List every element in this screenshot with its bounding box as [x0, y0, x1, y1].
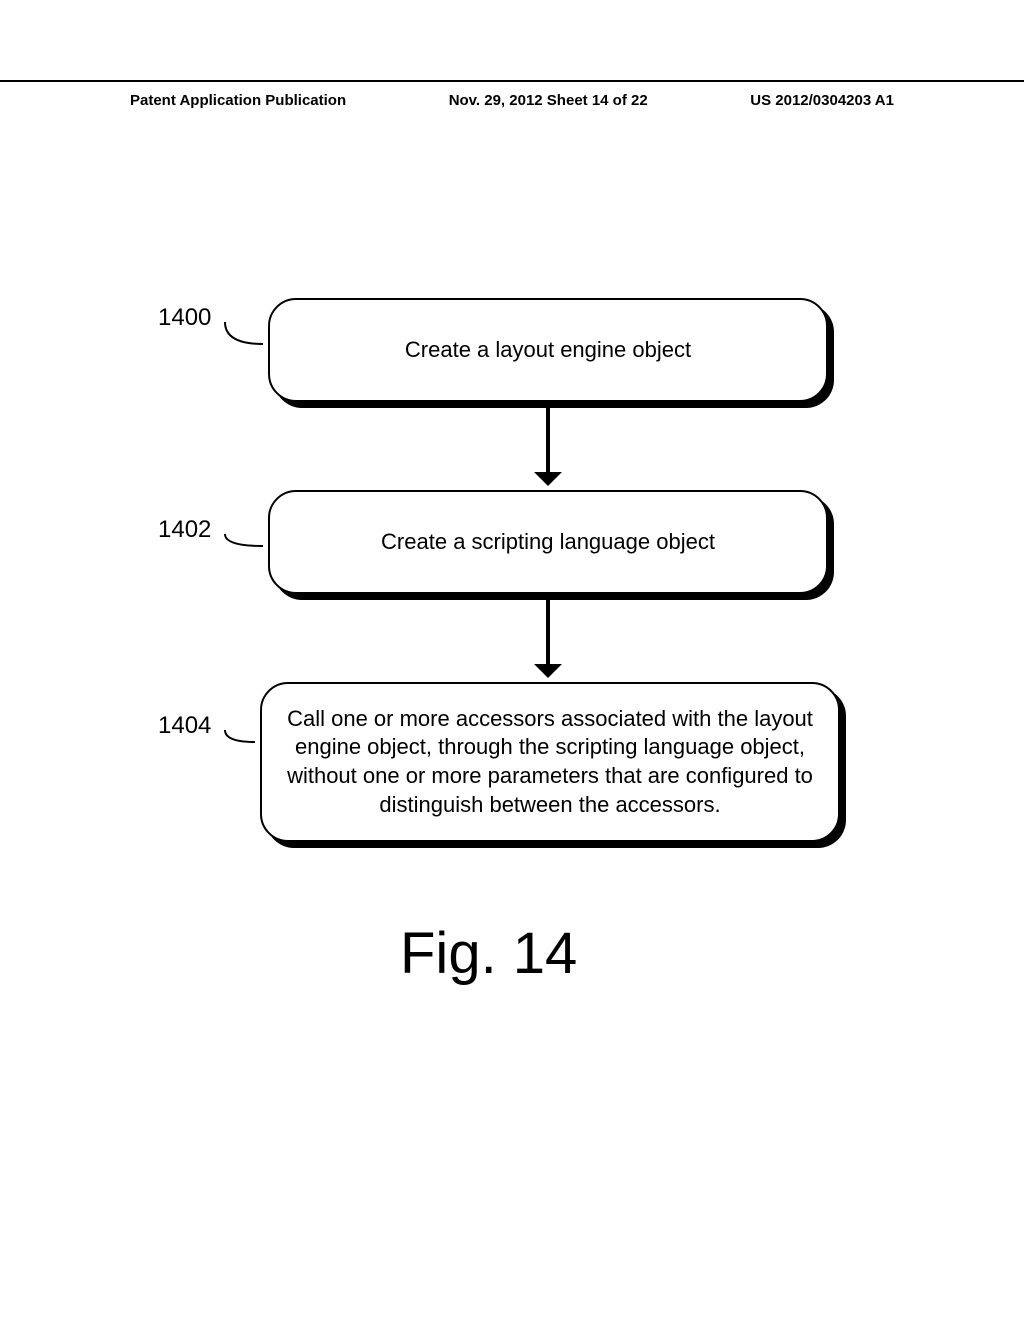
box-1404-text: Call one or more accessors associated wi…	[282, 705, 818, 819]
header-row: Patent Application Publication Nov. 29, …	[0, 92, 1024, 109]
header-right: US 2012/0304203 A1	[750, 92, 894, 109]
figure-caption: Fig. 14	[400, 920, 577, 987]
leader-1404	[221, 726, 259, 746]
label-1404: 1404	[158, 712, 211, 740]
label-1400: 1400	[158, 304, 211, 332]
box-1400: Create a layout engine object	[268, 298, 828, 402]
box-1400-text: Create a layout engine object	[405, 336, 691, 365]
box-1402: Create a scripting language object	[268, 490, 828, 594]
header-rule	[0, 80, 1024, 82]
leader-1400	[221, 318, 267, 348]
label-1402: 1402	[158, 516, 211, 544]
arrow-1402-1404	[532, 594, 564, 694]
leader-1402	[221, 530, 267, 550]
page: Patent Application Publication Nov. 29, …	[0, 0, 1024, 1320]
header-left: Patent Application Publication	[130, 92, 346, 109]
arrow-1400-1402	[532, 402, 564, 502]
box-1404: Call one or more accessors associated wi…	[260, 682, 840, 842]
header-center: Nov. 29, 2012 Sheet 14 of 22	[449, 92, 648, 109]
box-1402-text: Create a scripting language object	[381, 528, 715, 557]
